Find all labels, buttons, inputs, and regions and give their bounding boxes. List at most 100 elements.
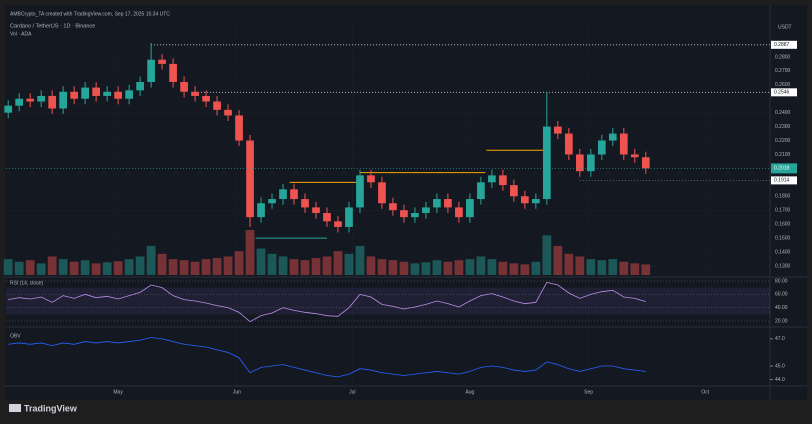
volume-bar [256,248,266,275]
volume-bar [289,259,299,275]
candle-body [608,133,617,141]
volume-bar [212,258,222,275]
candle-body [257,203,265,218]
y-tick-label: 0.1700 [775,208,791,214]
volume-bar [432,260,442,275]
volume-bar [113,261,123,275]
logo: TradingView [24,403,78,413]
rsi-tick-label: 60.00 [775,292,788,298]
volume-bar [498,261,508,275]
x-tick-label: May [113,389,123,395]
candle-body [356,175,364,208]
candle-body [92,87,100,96]
volume-bar [190,261,200,275]
candle-body [125,90,133,99]
candle-body [510,185,518,197]
y-tick-label: 0.2200 [775,138,791,144]
candle-body [477,182,485,200]
volume-bar [146,245,156,275]
volume-bar [454,260,464,275]
level-label: 0.2887 [774,42,790,48]
candle-body [169,63,177,83]
volume-bar [168,259,178,275]
volume-bar [157,253,167,275]
volume-bar [476,256,486,275]
candle-body [630,154,639,158]
x-tick-label: Aug [465,389,474,395]
candle-body [15,98,24,106]
volume-bar [542,235,552,275]
volume-bar [311,258,321,275]
candle-body [400,210,408,218]
volume-bar [377,259,387,275]
volume-bar [608,259,618,275]
volume-bar [388,260,398,275]
candle-body [378,182,386,204]
candle-body [103,91,111,96]
chart-background [5,5,807,400]
obv-label: OBV [10,333,21,339]
obv-tick-label: 44.0 [775,377,785,383]
candle-body [301,199,309,208]
candle-body [444,199,452,208]
volume-bar [630,263,640,275]
y-tick-label: 0.2100 [775,152,791,158]
candle-body [147,59,155,83]
volume-bar [366,256,376,275]
volume-bar [355,245,365,275]
volume-bar [25,260,35,275]
chart-title: Cardano / TetherUS · 1D · Binance [10,23,95,29]
candle-body [136,82,144,91]
x-tick-label: Jun [233,389,241,395]
volume-bar [564,253,574,275]
candle-body [70,91,79,99]
candle-body [81,87,89,99]
candle-body [26,98,35,102]
level-label: 0.2546 [774,90,790,96]
candle-body [4,105,13,113]
y-tick-label: 0.1800 [775,194,791,200]
volume-bar [36,263,46,275]
volume-bar [223,256,233,275]
y-tick-label: 0.1300 [775,263,791,269]
volume-bar [80,260,90,275]
candle-body [213,101,221,110]
candle-body [279,189,287,200]
candle-body [488,175,496,183]
candle-body [586,154,595,172]
volume-bar [179,260,189,275]
y-tick-label: 0.2800 [775,54,791,60]
candle-body [389,203,397,211]
volume-bar [47,256,57,275]
volume-bar [102,262,112,275]
volume-bar [520,264,530,275]
candle-body [158,59,166,64]
volume-bar [333,251,343,275]
candle-body [224,109,232,116]
volume-bar [619,261,629,275]
obv-line [8,337,646,378]
rsi-line [8,281,646,323]
obv-tick-label: 47.0 [775,336,785,342]
candle-body [345,207,353,227]
candle-body [290,189,298,200]
x-tick-label: Jul [349,389,355,395]
volume-bar [267,253,277,275]
currency: USDT [778,24,792,30]
candle-body [180,82,188,92]
volume-bar [553,245,563,275]
candle-body [641,157,650,169]
volume-bar [465,259,475,275]
candle-body [202,95,210,102]
candle-body [521,196,529,204]
volume-bar [575,256,585,275]
y-tick-label: 0.2300 [775,124,791,130]
y-tick-label: 0.1400 [775,249,791,255]
candle-body [235,115,243,141]
candle-body [553,126,562,134]
y-tick-label: 0.2600 [775,82,791,88]
volume-bar [201,259,211,275]
rsi-label: RSI (14, close) [10,280,43,286]
x-tick-label: Oct [701,389,709,395]
